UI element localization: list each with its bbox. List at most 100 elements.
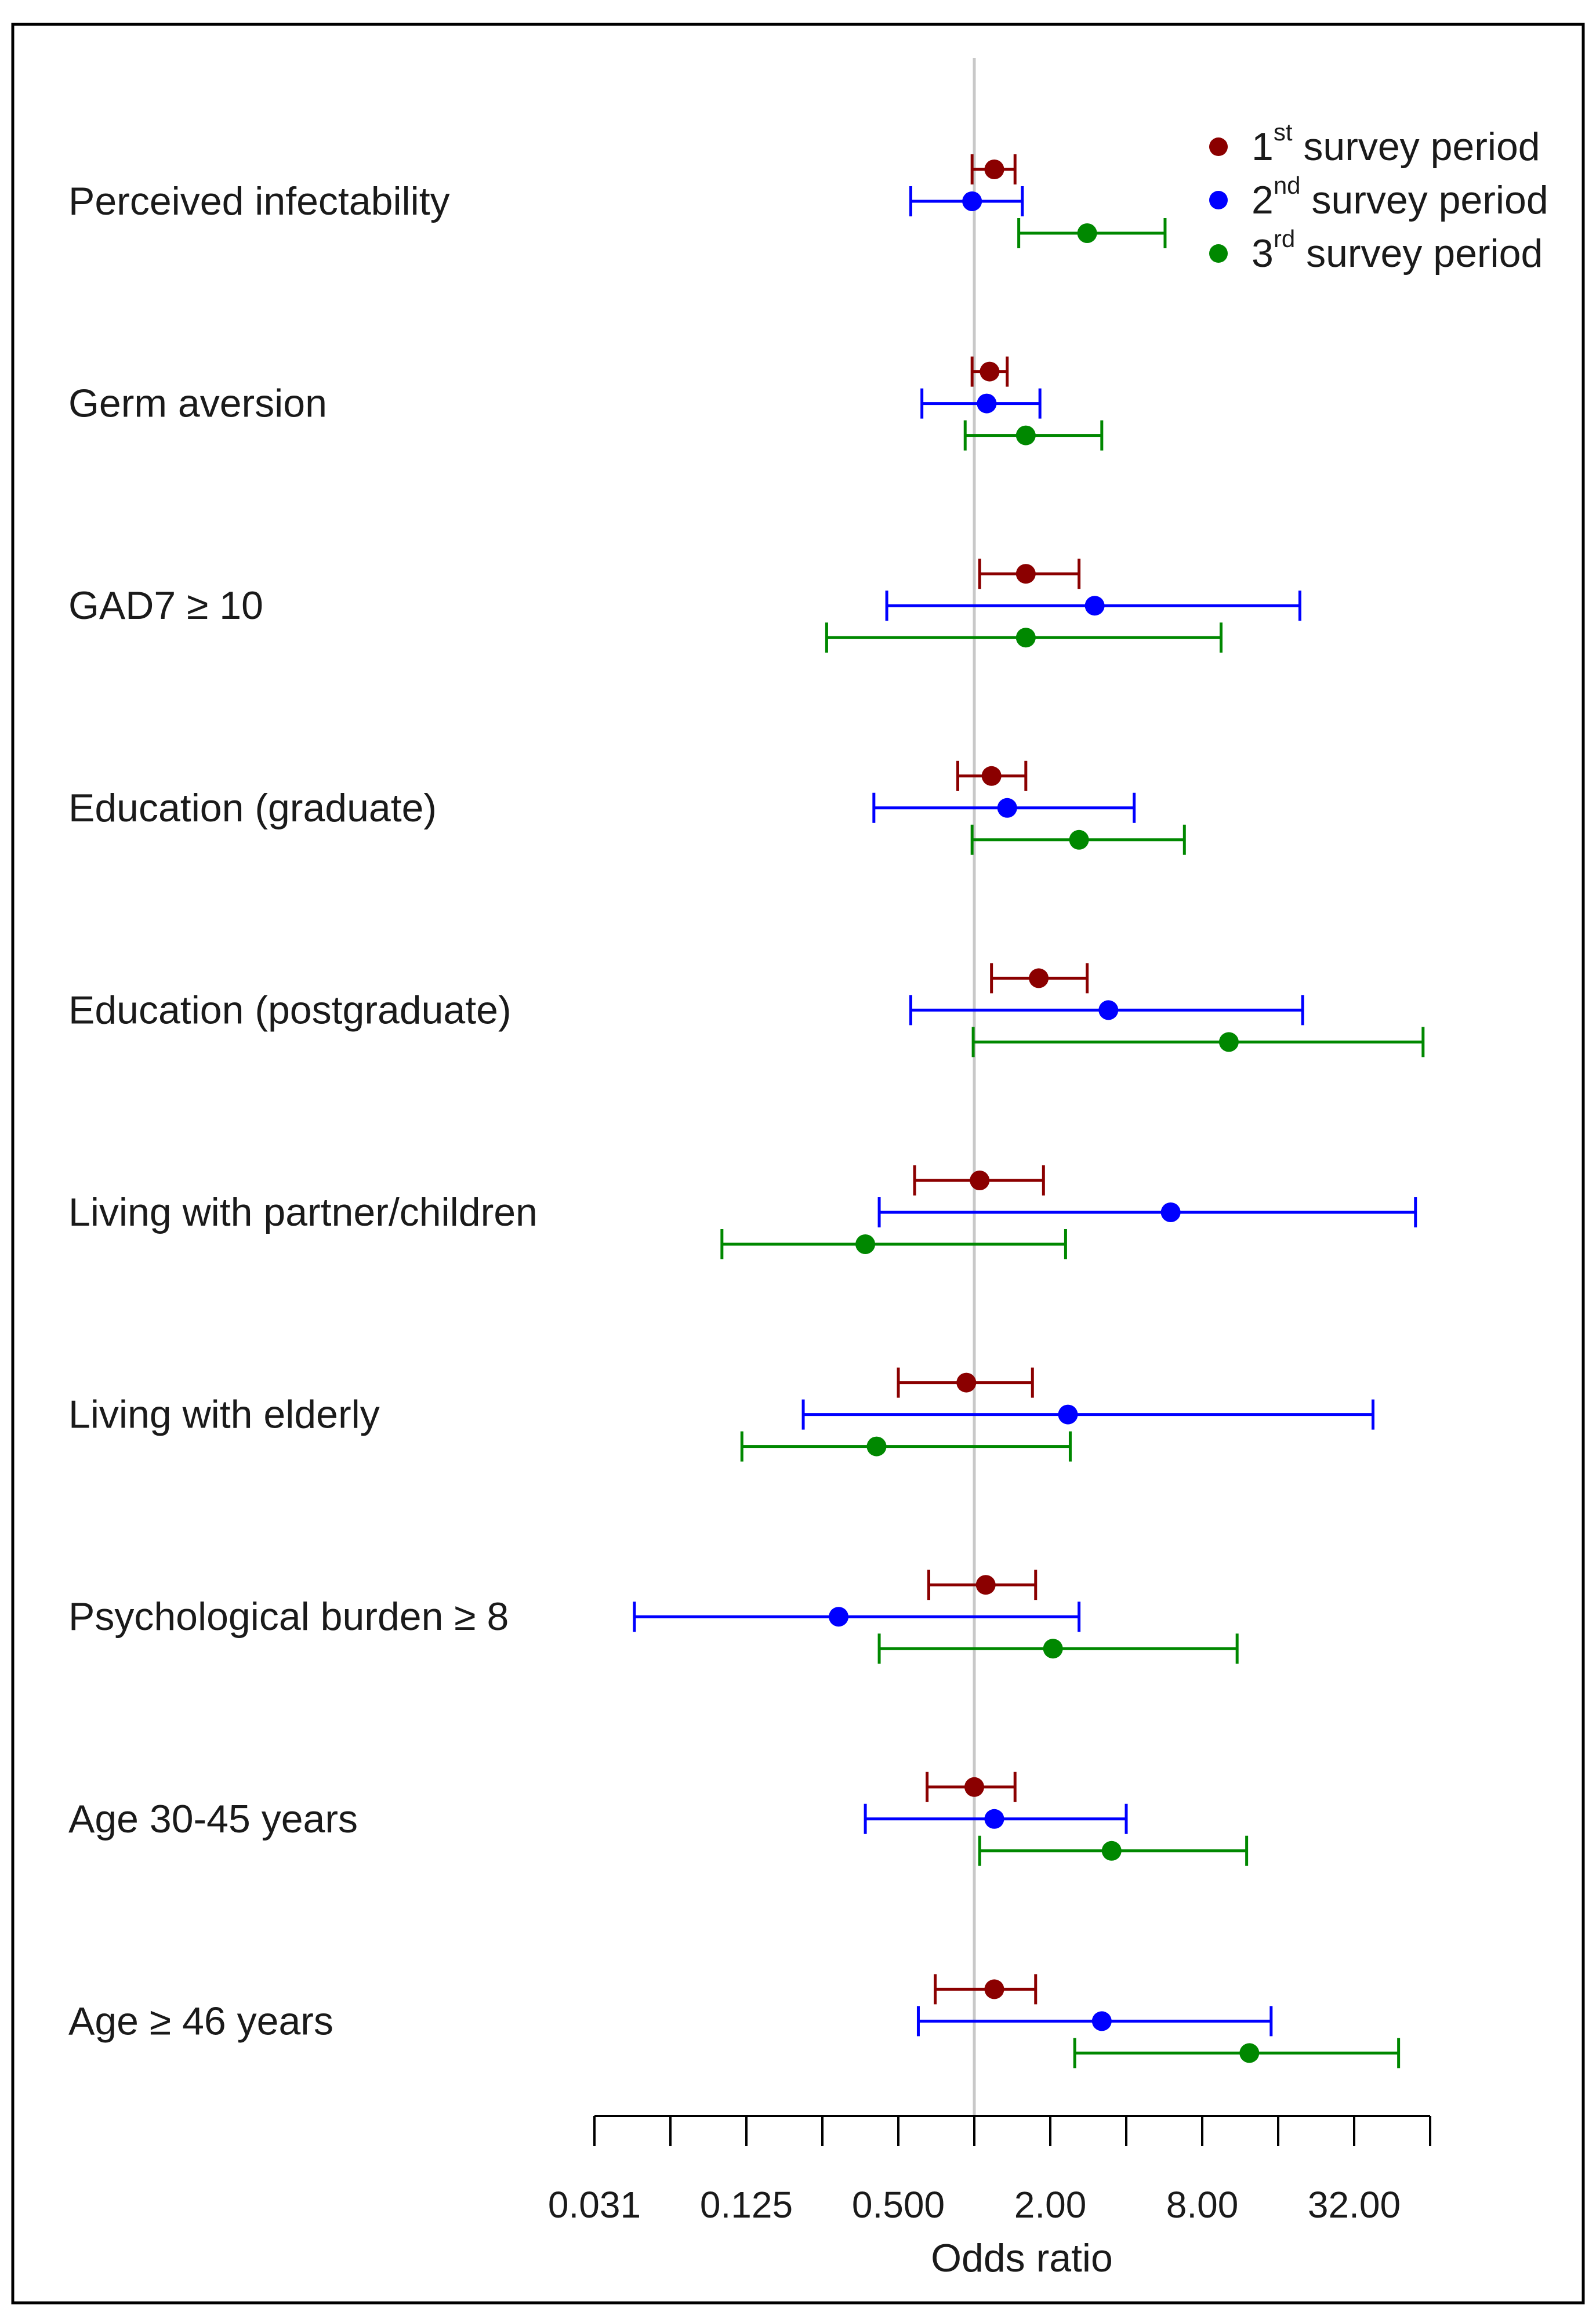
row-label: Perceived infectability	[68, 179, 450, 223]
row: Age ≥ 46 years	[68, 1974, 1401, 2068]
point-estimate	[984, 160, 1004, 179]
row: Psychological burden ≥ 8	[68, 1570, 1239, 1664]
row-label: Germ aversion	[68, 382, 327, 426]
estimate-series-2	[864, 1803, 1128, 1834]
point-estimate	[984, 1809, 1004, 1829]
estimate-series-2	[916, 2006, 1273, 2037]
estimate-series-2	[633, 1602, 1081, 1632]
estimate-series-2	[909, 995, 1304, 1026]
legend-marker	[1209, 191, 1228, 209]
estimate-series-3	[740, 1431, 1072, 1462]
row-label: Living with partner/children	[68, 1190, 538, 1234]
legend-superscript: st	[1274, 118, 1293, 146]
x-axis-title: Odds ratio	[931, 2236, 1113, 2280]
point-estimate	[977, 393, 997, 414]
row: Germ aversion	[68, 356, 1104, 451]
estimate-series-1	[970, 154, 1017, 184]
legend-label: 1st survey period	[1252, 118, 1540, 169]
legend-label: 2nd survey period	[1252, 172, 1548, 223]
point-estimate	[964, 1777, 984, 1797]
x-tick-label: 0.500	[852, 2184, 945, 2226]
point-estimate	[1058, 1404, 1078, 1425]
point-estimate	[997, 798, 1017, 818]
estimate-series-3	[963, 420, 1104, 451]
x-tick-label: 0.125	[700, 2184, 793, 2226]
legend-marker	[1209, 244, 1228, 263]
point-estimate	[970, 1171, 990, 1190]
point-estimate	[1077, 223, 1097, 243]
rows-layer: Perceived infectability Germ aversion GAD7…	[68, 154, 1425, 2068]
legend-superscript: nd	[1274, 172, 1301, 199]
point-estimate	[980, 361, 1000, 382]
point-estimate	[855, 1234, 876, 1254]
estimate-series-3	[877, 1633, 1239, 1664]
estimate-series-1	[956, 760, 1028, 791]
row-label: GAD7 ≥ 10	[68, 584, 263, 628]
legend-item-3: 3rd survey period	[1209, 225, 1543, 276]
legend-text: survey period	[1301, 178, 1548, 222]
estimate-series-1	[913, 1165, 1045, 1195]
point-estimate	[1015, 628, 1036, 648]
chart-frame	[11, 23, 1585, 2305]
estimate-series-1	[978, 559, 1081, 589]
point-estimate	[1069, 829, 1089, 850]
point-estimate	[1015, 425, 1036, 445]
point-estimate	[1098, 1000, 1119, 1020]
estimate-series-2	[909, 186, 1024, 216]
estimate-series-3	[978, 1835, 1249, 1866]
estimate-series-1	[897, 1367, 1034, 1398]
x-tick-label: 2.00	[1014, 2184, 1087, 2226]
point-estimate	[962, 191, 982, 211]
point-estimate	[981, 766, 1002, 786]
x-tick-label: 8.00	[1166, 2184, 1239, 2226]
estimate-series-3	[825, 622, 1223, 653]
point-estimate	[1029, 968, 1049, 988]
row: Living with elderly	[68, 1367, 1374, 1462]
estimate-series-2	[877, 1197, 1417, 1227]
legend-number: 1	[1252, 125, 1274, 169]
legend-item-2: 2nd survey period	[1209, 172, 1548, 223]
estimate-series-2	[801, 1399, 1374, 1430]
row-label: Age ≥ 46 years	[68, 1999, 333, 2043]
legend-text: survey period	[1293, 125, 1540, 169]
estimate-series-3	[971, 1027, 1425, 1057]
legend-marker	[1209, 137, 1228, 156]
legend-number: 3	[1252, 231, 1274, 276]
estimate-series-1	[970, 356, 1009, 387]
x-axis: 0.031 0.125 0.500 2.00 8.00 32.00 Odds ratio	[548, 2115, 1431, 2280]
x-tick-label: 0.031	[548, 2184, 641, 2226]
estimate-series-2	[885, 590, 1301, 621]
point-estimate	[1091, 2011, 1112, 2031]
legend-item-1: 1st survey period	[1209, 118, 1540, 169]
row-label: Psychological burden ≥ 8	[68, 1595, 509, 1639]
point-estimate	[984, 1979, 1004, 1999]
estimate-series-1	[927, 1570, 1038, 1600]
legend-label: 3rd survey period	[1252, 225, 1543, 276]
legend-superscript: rd	[1274, 225, 1295, 252]
estimate-series-2	[872, 792, 1136, 823]
point-estimate	[1084, 596, 1105, 616]
estimate-series-2	[920, 388, 1042, 419]
legend-number: 2	[1252, 178, 1274, 222]
x-tick-label: 32.00	[1308, 2184, 1401, 2226]
legend-text: survey period	[1295, 231, 1543, 276]
point-estimate	[956, 1372, 977, 1393]
row: Education (postgraduate)	[68, 963, 1425, 1057]
row: Perceived infectability	[68, 154, 1167, 248]
point-estimate	[1043, 1639, 1063, 1659]
row: GAD7 ≥ 10	[68, 559, 1301, 653]
row-label: Education (postgraduate)	[68, 988, 512, 1032]
point-estimate	[1015, 564, 1036, 584]
point-estimate	[1101, 1841, 1122, 1861]
point-estimate	[1160, 1202, 1181, 1222]
row: Age 30-45 years	[68, 1771, 1249, 1866]
estimate-series-1	[934, 1974, 1038, 2005]
point-estimate	[829, 1607, 849, 1627]
row: Education (graduate)	[68, 760, 1186, 855]
point-estimate	[1218, 1032, 1239, 1052]
point-estimate	[866, 1436, 887, 1457]
row-label: Living with elderly	[68, 1393, 380, 1437]
row-label: Age 30-45 years	[68, 1797, 358, 1841]
estimate-series-3	[720, 1229, 1067, 1259]
